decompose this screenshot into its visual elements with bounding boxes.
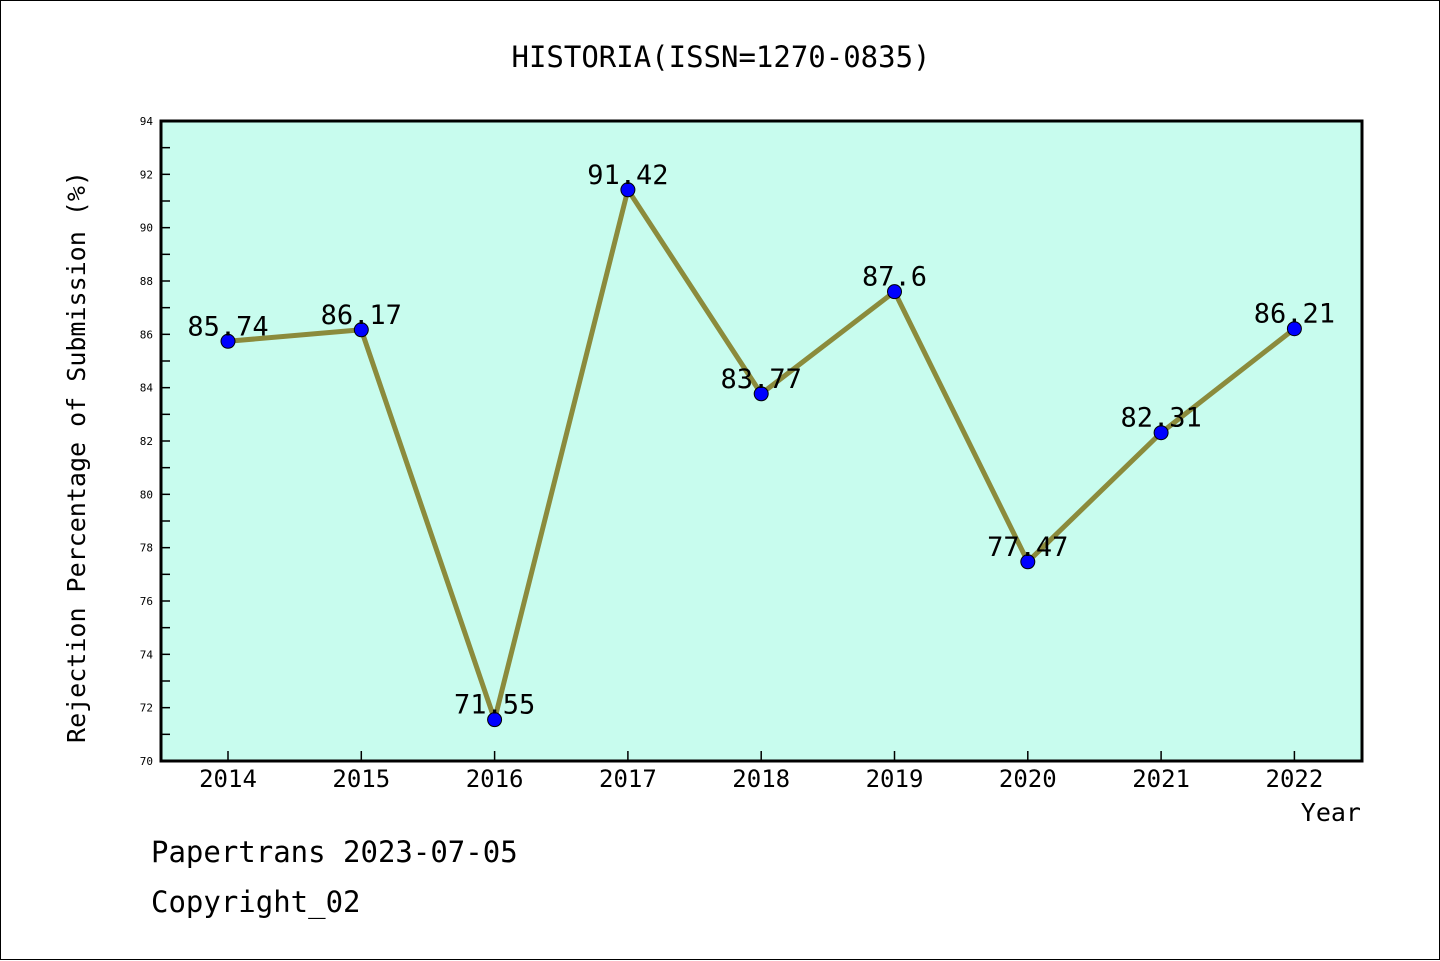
x-tick-label: 2015 bbox=[332, 765, 390, 793]
plot-border bbox=[159, 119, 1364, 763]
x-tick-label: 2019 bbox=[866, 765, 924, 793]
x-tick-label: 2018 bbox=[732, 765, 790, 793]
data-point bbox=[487, 712, 503, 728]
data-label: 83.77 bbox=[721, 364, 802, 395]
x-tick-label: 2021 bbox=[1132, 765, 1190, 793]
y-tick-label: 78 bbox=[140, 542, 153, 555]
y-tick-label: 76 bbox=[140, 595, 153, 608]
y-tick-label: 70 bbox=[140, 755, 153, 768]
data-labels: 85.74 86.17 71.55 91.42 83.77 87.6 77.47 82.31 8… bbox=[187, 160, 1335, 721]
x-axis-label: Year bbox=[1301, 798, 1361, 827]
y-tick-label: 90 bbox=[140, 222, 153, 235]
series-markers bbox=[220, 182, 1302, 728]
plot-area bbox=[161, 121, 1362, 761]
x-tick-label: 2014 bbox=[199, 765, 257, 793]
y-axis-label: Rejection Percentage of Submission (%) bbox=[62, 171, 91, 743]
y-tick-label: 72 bbox=[140, 702, 153, 715]
data-label: 86.17 bbox=[321, 300, 402, 331]
data-label: 77.47 bbox=[987, 532, 1068, 563]
data-point bbox=[753, 386, 769, 402]
data-label: 86.21 bbox=[1254, 299, 1335, 330]
data-point bbox=[1020, 554, 1036, 570]
y-tick-label: 80 bbox=[140, 488, 153, 501]
data-point bbox=[220, 333, 236, 349]
data-point bbox=[353, 322, 369, 338]
data-label: 87.6 bbox=[862, 262, 927, 293]
data-label: 71.55 bbox=[454, 690, 535, 721]
data-point bbox=[887, 284, 902, 300]
x-tick-label: 2020 bbox=[999, 765, 1057, 793]
footer-copyright: Copyright_02 bbox=[151, 885, 361, 919]
x-axis: 2014 2015 2016 2017 2018 2019 2020 2021 2022 bbox=[199, 751, 1323, 793]
x-tick-label: 2017 bbox=[599, 765, 657, 793]
y-tick-label: 86 bbox=[140, 328, 153, 341]
y-tick-label: 74 bbox=[140, 648, 154, 661]
data-point bbox=[1286, 321, 1302, 337]
y-tick-label: 92 bbox=[140, 168, 153, 181]
data-label: 82.31 bbox=[1120, 403, 1201, 434]
x-tick-label: 2016 bbox=[466, 765, 524, 793]
y-tick-label: 94 bbox=[140, 115, 154, 128]
data-point bbox=[620, 182, 636, 198]
x-tick-label: 2022 bbox=[1266, 765, 1324, 793]
footer-date: Papertrans 2023-07-05 bbox=[151, 835, 518, 869]
y-tick-label: 82 bbox=[140, 435, 153, 448]
y-tick-label: 84 bbox=[140, 382, 154, 395]
data-point bbox=[1153, 425, 1169, 441]
chart-title: HISTORIA(ISSN=1270-0835) bbox=[511, 40, 930, 74]
y-tick-label: 88 bbox=[140, 275, 153, 288]
data-label: 85.74 bbox=[187, 311, 268, 342]
data-label: 91.42 bbox=[587, 160, 668, 191]
